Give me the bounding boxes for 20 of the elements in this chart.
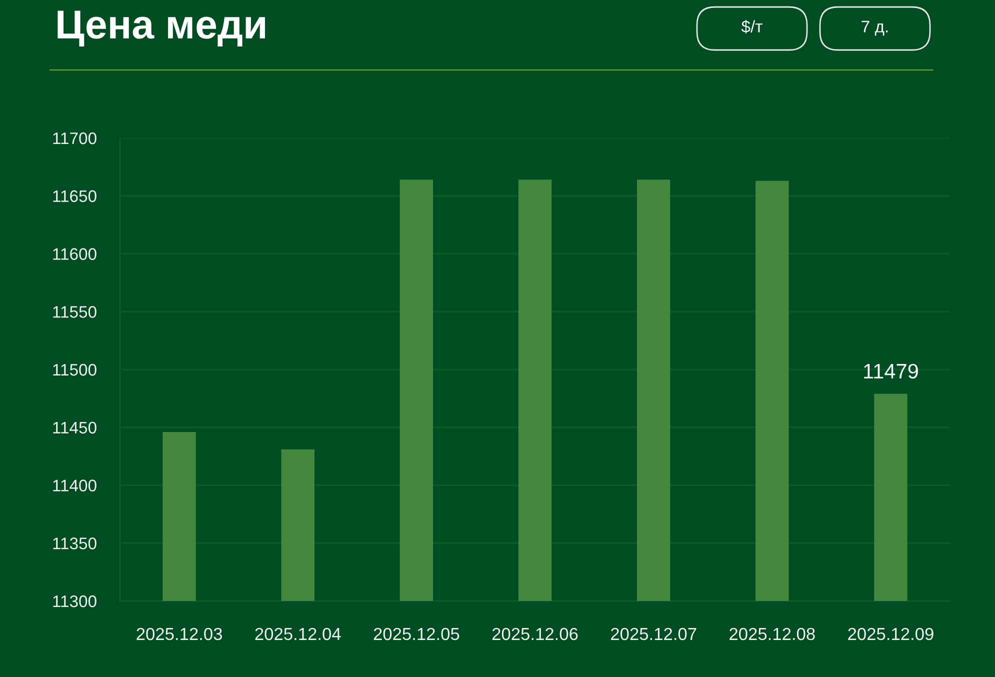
y-tick-label: 11550 xyxy=(53,306,96,318)
x-tick-label: 2025.12.07 xyxy=(611,628,696,640)
y-tick-label: 11600 xyxy=(53,248,96,260)
x-tick-label: 2025.12.06 xyxy=(492,628,578,640)
x-tick-label: 2025.12.09 xyxy=(848,628,934,640)
x-tick-label: 2025.12.04 xyxy=(255,628,341,640)
chart-title: Цена меди xyxy=(58,10,265,46)
y-tick-label: 11450 xyxy=(53,422,96,434)
x-tick-label: 2025.12.08 xyxy=(730,628,815,640)
y-tick-label: 11650 xyxy=(53,190,96,202)
text: $/т xyxy=(741,20,762,34)
x-tick-label: 2025.12.05 xyxy=(374,628,460,640)
data-label: 11479 xyxy=(864,364,918,379)
text: 7 д. xyxy=(862,20,888,36)
y-tick-label: 11400 xyxy=(53,480,96,492)
y-tick-label: 11300 xyxy=(53,595,96,608)
y-tick-label: 11350 xyxy=(53,538,96,550)
y-tick-label: 11500 xyxy=(53,364,96,376)
y-tick-label: 11700 xyxy=(53,132,96,144)
x-tick-label: 2025.12.03 xyxy=(136,628,222,640)
